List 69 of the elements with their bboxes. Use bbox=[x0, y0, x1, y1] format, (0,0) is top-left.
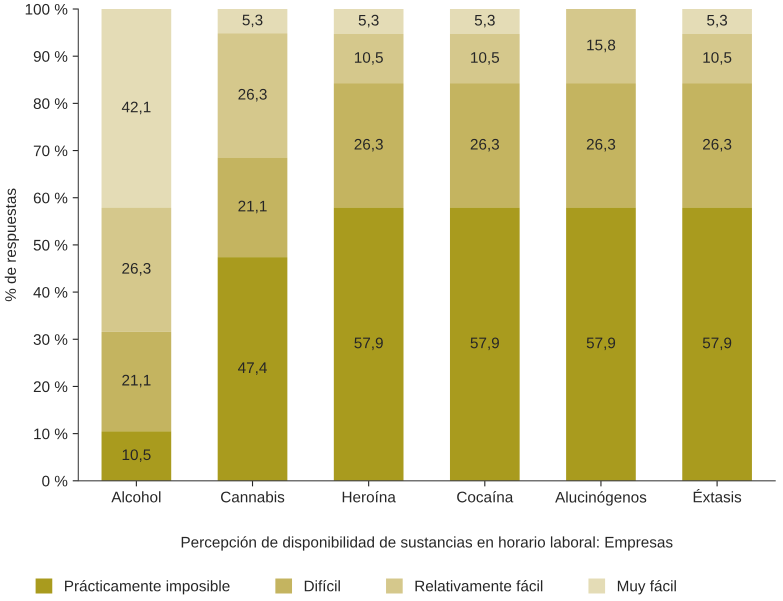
x-tick-label: Heroína bbox=[342, 491, 396, 502]
data-label: 21,1 bbox=[238, 200, 267, 214]
data-label: 57,9 bbox=[586, 338, 616, 350]
data-label: 57,9 bbox=[354, 338, 383, 350]
x-tick-label: Cannabis bbox=[221, 491, 284, 502]
legend-label: Muy fácil bbox=[618, 580, 676, 594]
bar bbox=[682, 34, 752, 84]
bar bbox=[566, 208, 636, 481]
y-tick-label: 30 % bbox=[34, 334, 68, 345]
bar bbox=[682, 9, 752, 34]
bar bbox=[566, 9, 636, 84]
x-tick-label: Alucinógenos bbox=[555, 491, 646, 506]
data-label: 47,4 bbox=[238, 362, 267, 375]
bar bbox=[566, 84, 636, 208]
data-label: 26,3 bbox=[238, 88, 267, 102]
bar bbox=[450, 84, 520, 208]
bar bbox=[218, 257, 288, 481]
bar bbox=[102, 9, 172, 208]
x-tick-label: Cocaína bbox=[457, 491, 514, 502]
data-label: 26,3 bbox=[470, 138, 500, 152]
data-label: 5,3 bbox=[707, 14, 728, 28]
bar bbox=[450, 34, 520, 84]
data-label: 57,9 bbox=[470, 338, 499, 350]
data-label: 21,1 bbox=[122, 374, 150, 388]
data-label: 10,5 bbox=[354, 52, 383, 65]
bar bbox=[334, 9, 404, 34]
bar bbox=[334, 34, 404, 84]
y-tick-label: 0 % bbox=[42, 476, 68, 486]
bar bbox=[102, 332, 172, 432]
bar bbox=[102, 431, 172, 481]
data-label: 10,5 bbox=[122, 449, 151, 462]
data-label: 10,5 bbox=[471, 52, 500, 65]
y-tick-label: 50 % bbox=[34, 240, 68, 251]
data-label: 5,3 bbox=[358, 14, 379, 28]
bar bbox=[218, 34, 288, 158]
legend-label: Difícil bbox=[304, 580, 340, 592]
bar bbox=[682, 208, 752, 481]
x-axis-title: Percepción de disponibilidad de sustancias en horario laboral: Empresas bbox=[182, 536, 672, 551]
data-label: 26,3 bbox=[586, 138, 616, 152]
data-label: 15,8 bbox=[587, 40, 616, 52]
bar bbox=[450, 9, 520, 34]
y-axis-title: % de respuestas bbox=[4, 188, 20, 302]
data-label: 26,3 bbox=[354, 138, 383, 152]
y-tick-label: 80 % bbox=[34, 98, 68, 110]
legend-label: Relativamente fácil bbox=[415, 580, 542, 592]
bar bbox=[682, 84, 752, 208]
y-tick-label: 90 % bbox=[34, 51, 68, 62]
data-label: 5,3 bbox=[242, 14, 262, 28]
data-label: 5,3 bbox=[474, 14, 495, 28]
bar bbox=[334, 84, 404, 208]
y-tick-label: 10 % bbox=[34, 428, 68, 440]
y-tick-label: 60 % bbox=[34, 192, 68, 204]
x-tick-label: Éxtasis bbox=[694, 489, 742, 502]
data-label: 57,9 bbox=[702, 338, 732, 350]
legend-label: Prácticamente imposible bbox=[65, 580, 230, 594]
y-tick-label: 100 % bbox=[26, 4, 68, 15]
data-label: 42,1 bbox=[122, 102, 150, 114]
bar bbox=[218, 158, 288, 258]
x-tick-label: Alcohol bbox=[111, 491, 160, 502]
y-tick-label: 70 % bbox=[34, 145, 68, 156]
data-label: 10,5 bbox=[703, 52, 732, 65]
bar bbox=[218, 9, 288, 34]
data-label: 26,3 bbox=[703, 138, 732, 152]
y-tick-label: 20 % bbox=[34, 381, 68, 392]
bar bbox=[334, 208, 404, 481]
y-tick-label: 40 % bbox=[33, 286, 68, 298]
bar bbox=[450, 208, 520, 481]
data-label: 26,3 bbox=[122, 262, 151, 276]
bar bbox=[102, 208, 172, 332]
